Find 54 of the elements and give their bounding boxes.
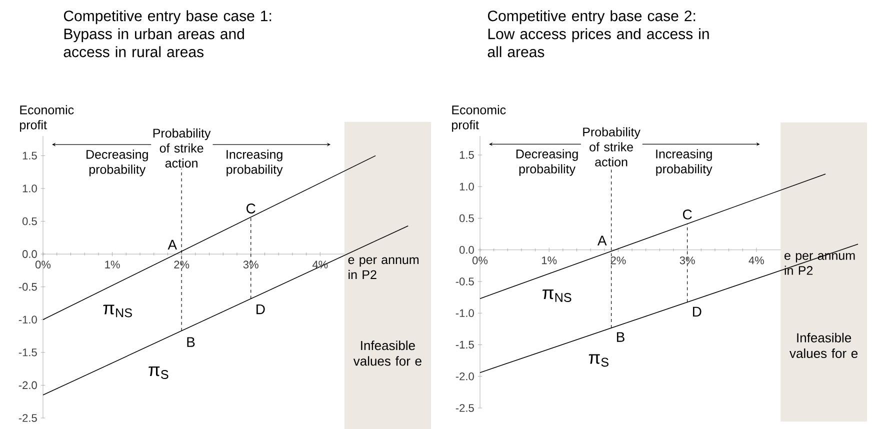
y-tick-label: -1.0 [18,316,37,324]
x-tick-label: 2% [174,260,190,268]
ref-line-label: Probability of strike action [153,128,211,168]
annotation: A [168,240,178,250]
series-label: π$_{S}$ [148,366,168,379]
band-label: Infeasible values for e [790,332,858,358]
chart-subtitle: Low access prices and access in all areas [488,28,709,58]
y-tick-label: -1.5 [18,348,37,356]
y-tick-label: 0.0 [460,246,474,254]
x-tick-label: 1% [105,260,120,268]
y-axis-title: Economic profit [452,105,506,132]
y-tick-label: 1.0 [460,182,474,190]
x-tick-label: 1% [542,256,557,264]
y-tick-label: -2.0 [18,381,37,390]
y-tick-label: 0.0 [22,250,37,258]
y-axis-title: Economic profit [20,105,74,132]
x-axis-title: e per annum in P2 [348,257,419,279]
annotation: Decreasing probability [516,149,578,176]
chart-title: Competitive entry base case 2: [488,10,696,24]
y-tick-label: 1.0 [22,184,37,192]
y-tick-label: -2.5 [456,404,474,412]
y-tick-label: 1.5 [460,151,474,159]
annotation: C [682,209,692,220]
y-tick-label: 0.5 [22,217,37,226]
annotation: C [246,204,256,214]
annotation: Increasing probability [656,149,712,176]
y-tick-label: -0.5 [18,282,37,291]
chart-subtitle: Bypass in urban areas and access in rural areas [64,28,244,58]
annotation: D [256,304,265,314]
x-tick-label: 0% [472,256,488,264]
x-tick-label: 4% [748,256,764,264]
annotation: Decreasing probability [86,150,148,176]
y-tick-label: -2.5 [18,414,37,422]
y-tick-label: 1.5 [22,152,37,160]
y-tick-label: -1.0 [456,309,474,318]
ref-line-label: Probability of strike action [583,127,640,166]
y-tick-label: -0.5 [456,278,474,286]
annotation: A [597,236,607,246]
x-tick-label: 2% [610,256,626,264]
series-label: π$_{NS}$ [542,289,572,302]
chart-title: Competitive entry base case 1: [64,10,272,24]
x-tick-label: 3% [243,260,258,268]
series-label: π$_{NS}$ [103,304,132,318]
y-tick-label: -1.5 [456,340,474,349]
annotation: B [187,337,195,347]
y-tick-label: 0.5 [460,214,474,222]
annotation: Increasing probability [226,150,283,176]
annotation: D [693,306,702,317]
x-tick-label: 0% [35,260,51,268]
band-label: Infeasible values for e [353,340,422,366]
x-tick-label: 3% [680,256,695,264]
annotation: B [616,332,624,342]
y-tick-label: -2.0 [456,372,474,380]
series-label: π$_{S}$ [588,354,608,367]
